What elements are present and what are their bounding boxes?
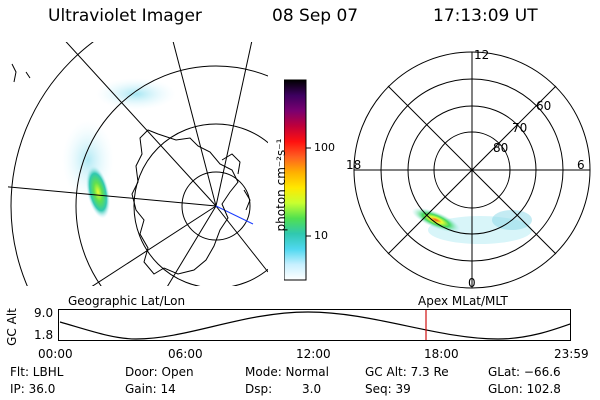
door-info: Door: Open: [125, 365, 194, 379]
time-label: 17:13:09 UT: [433, 6, 538, 26]
lat-label-80: 80: [493, 141, 509, 155]
timeline-xtick-0600: 06:00: [168, 347, 203, 361]
gain-info: Gain: 14: [125, 382, 176, 396]
lat-label-60: 60: [536, 99, 552, 113]
timeline-xtick-0000: 00:00: [38, 347, 73, 361]
mlt-label-18: 18: [346, 158, 362, 172]
glat-info: GLat: −66.6: [488, 365, 561, 379]
mlt-label-12: 12: [474, 48, 490, 62]
mlt-label-6: 6: [577, 158, 585, 172]
colorbar-tick-100: 100: [314, 141, 335, 154]
geographic-map: [8, 42, 268, 286]
dsp-value: 3.0: [302, 382, 322, 396]
polar-plot: [353, 51, 591, 289]
seq-info: Seq: 39: [365, 382, 411, 396]
geographic-label: Geographic Lat/Lon: [68, 294, 186, 308]
timeline-axis-label: GC Alt: [5, 308, 19, 346]
instrument-title: Ultraviolet Imager: [48, 6, 202, 26]
oval-bright: [411, 207, 461, 233]
altitude-timeline: [58, 309, 571, 341]
ip-info: IP: 36.0: [10, 382, 56, 396]
dsp-label: Dsp:: [245, 382, 273, 396]
lat-label-70: 70: [512, 121, 528, 135]
apex-label: Apex MLat/MLT: [418, 294, 508, 308]
date-label: 08 Sep 07: [272, 6, 359, 26]
mlt-label-0: 0: [468, 276, 476, 290]
aurora-faint: [96, 78, 176, 110]
colorbar-tick-10: 10: [314, 229, 328, 242]
timeline-ytick-min: 1.8: [34, 328, 54, 342]
colorbar-unit-label: photon cm⁻²s⁻¹: [274, 138, 288, 232]
timeline-xtick-1200: 12:00: [296, 347, 331, 361]
altitude-curve: [59, 311, 571, 340]
aurora-bright-spot: [85, 165, 111, 219]
timeline-xtick-1800: 18:00: [424, 347, 459, 361]
gc-alt-info: GC Alt: 7.3 Re: [365, 365, 449, 379]
colorbar: [284, 79, 311, 281]
timeline-ytick-max: 9.0: [34, 306, 54, 320]
glon-info: GLon: 102.8: [488, 382, 561, 396]
timeline-xtick-2359: 23:59: [554, 347, 589, 361]
filter-info: Flt: LBHL: [10, 365, 64, 379]
mode-info: Mode: Normal: [245, 365, 329, 379]
